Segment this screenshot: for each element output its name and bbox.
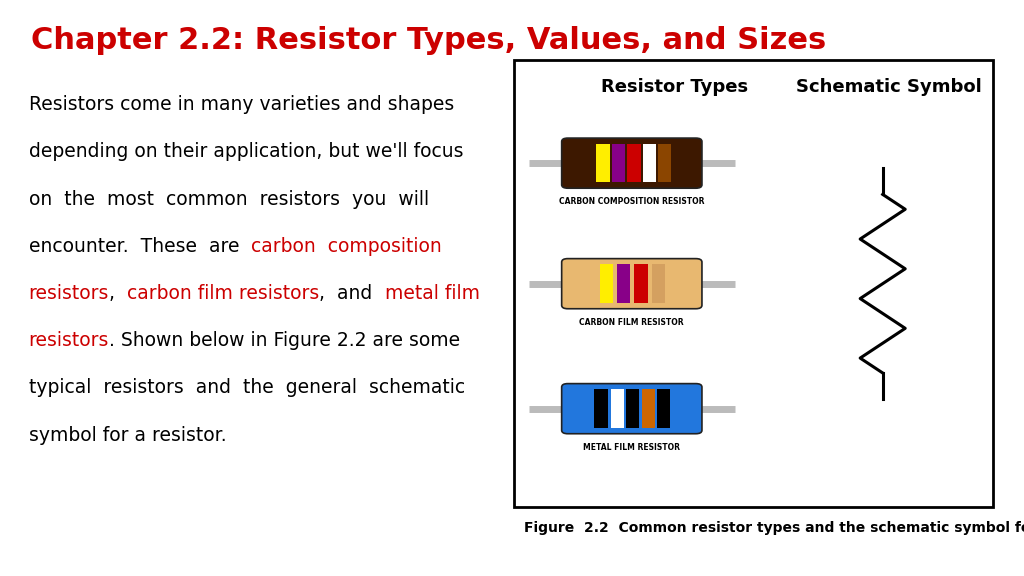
Text: Resistor Types: Resistor Types: [601, 78, 749, 96]
Text: METAL FILM RESISTOR: METAL FILM RESISTOR: [584, 443, 680, 452]
Text: CARBON COMPOSITION RESISTOR: CARBON COMPOSITION RESISTOR: [559, 198, 705, 206]
Bar: [594, 389, 608, 428]
Text: ,: ,: [109, 284, 127, 303]
Bar: [652, 264, 666, 303]
Text: Schematic Symbol: Schematic Symbol: [796, 78, 981, 96]
Text: ,  and: , and: [319, 284, 385, 303]
Bar: [627, 144, 641, 183]
Text: . Shown below in Figure 2.2 are some: . Shown below in Figure 2.2 are some: [109, 331, 460, 350]
Text: symbol for a resistor.: symbol for a resistor.: [29, 426, 226, 445]
Text: on  the  most  common  resistors  you  will: on the most common resistors you will: [29, 190, 429, 209]
Bar: [600, 264, 612, 303]
Text: encounter.  These  are: encounter. These are: [29, 237, 251, 256]
Text: Figure  2.2  Common resistor types and the schematic symbol for resistors.: Figure 2.2 Common resistor types and the…: [524, 521, 1024, 535]
Bar: [641, 389, 655, 428]
Text: carbon  composition: carbon composition: [251, 237, 442, 256]
Bar: [643, 144, 656, 183]
FancyBboxPatch shape: [561, 138, 702, 188]
Bar: [627, 389, 639, 428]
FancyBboxPatch shape: [561, 259, 702, 309]
Text: metal film: metal film: [385, 284, 479, 303]
Text: carbon film resistors: carbon film resistors: [127, 284, 319, 303]
Text: typical  resistors  and  the  general  schematic: typical resistors and the general schema…: [29, 378, 465, 397]
Bar: [514, 60, 993, 507]
Text: Resistors come in many varieties and shapes: Resistors come in many varieties and sha…: [29, 95, 454, 114]
Bar: [658, 144, 672, 183]
Bar: [612, 144, 625, 183]
Text: depending on their application, but we'll focus: depending on their application, but we'l…: [29, 142, 463, 161]
Bar: [610, 389, 625, 428]
Text: resistors: resistors: [29, 284, 109, 303]
Text: CARBON FILM RESISTOR: CARBON FILM RESISTOR: [580, 318, 684, 327]
Text: resistors: resistors: [29, 331, 109, 350]
Bar: [635, 264, 648, 303]
Bar: [616, 264, 631, 303]
FancyBboxPatch shape: [561, 384, 702, 434]
Bar: [657, 389, 671, 428]
Bar: [596, 144, 610, 183]
Text: Chapter 2.2: Resistor Types, Values, and Sizes: Chapter 2.2: Resistor Types, Values, and…: [31, 26, 826, 55]
